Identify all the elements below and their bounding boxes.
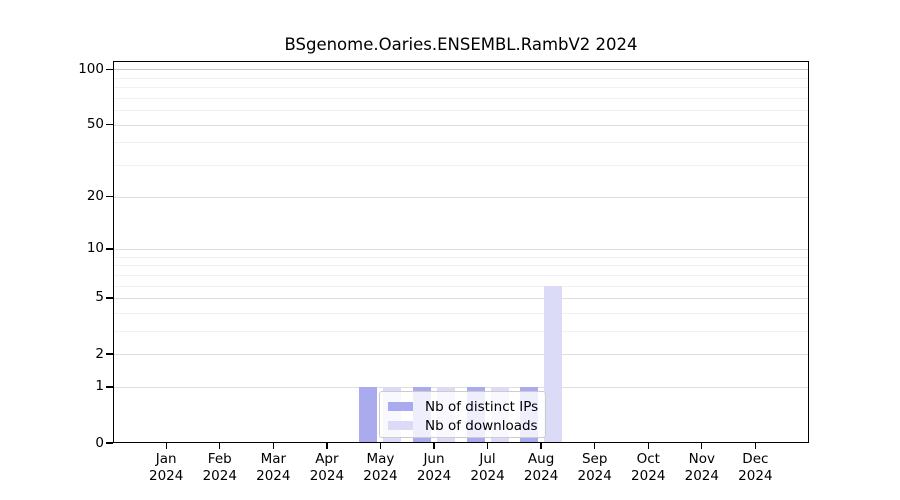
y-tick-label: 50 (86, 116, 104, 133)
legend-label-distinct-ips: Nb of distinct IPs (425, 398, 539, 415)
x-tick-label: Oct 2024 (631, 451, 666, 484)
gridline-minor (113, 312, 809, 314)
x-tick (647, 443, 649, 449)
y-tick (106, 195, 113, 198)
x-tick-label: Jun 2024 (416, 451, 452, 484)
y-tick-label: 2 (95, 345, 104, 362)
x-tick-label: Jan 2024 (149, 451, 184, 484)
x-tick (165, 443, 167, 449)
x-tick-label: Feb 2024 (202, 451, 237, 484)
gridline-major (113, 124, 809, 126)
y-tick-label: 1 (95, 378, 104, 395)
x-tick-label: Jul 2024 (470, 451, 505, 484)
x-tick-label: Dec 2024 (738, 451, 773, 484)
gridline-minor (113, 110, 809, 112)
y-tick (106, 248, 113, 250)
plot-area: Nb of distinct IPs Nb of downloads (113, 61, 809, 443)
gridline-minor (113, 274, 809, 276)
y-tick-label: 5 (95, 289, 104, 306)
x-tick-label: Nov 2024 (684, 451, 719, 484)
gridline-major (113, 386, 809, 388)
gridline-minor (113, 285, 809, 287)
x-tick (379, 443, 382, 449)
x-tick (433, 443, 435, 449)
x-tick (272, 443, 274, 449)
x-tick (326, 443, 328, 449)
gridline-minor (113, 77, 809, 79)
y-tick (106, 353, 113, 355)
x-tick-label: Apr 2024 (309, 451, 345, 484)
y-tick-label: 20 (86, 188, 104, 205)
chart-title: BSgenome.Oaries.ENSEMBL.RambV2 2024 (284, 35, 638, 54)
y-tick (106, 386, 113, 388)
gridline-minor (113, 87, 809, 89)
gridline-minor (113, 98, 809, 100)
x-tick-label: Mar 2024 (256, 451, 291, 484)
gridline-major (113, 69, 809, 71)
gridline-minor (113, 265, 809, 267)
y-tick (106, 124, 113, 126)
y-tick-label: 10 (86, 240, 104, 257)
legend-item-distinct-ips: Nb of distinct IPs (388, 397, 539, 416)
y-tick (106, 68, 113, 71)
x-tick (486, 443, 489, 449)
legend-swatch-distinct-ips (388, 402, 413, 411)
x-tick-label: Aug 2024 (523, 451, 559, 484)
legend-item-downloads: Nb of downloads (388, 416, 538, 435)
gridline-major (113, 354, 809, 356)
gridline-minor (113, 165, 809, 167)
x-tick (540, 443, 542, 449)
x-tick (219, 443, 221, 449)
x-tick-label: Sep 2024 (577, 451, 612, 484)
y-tick (106, 297, 113, 299)
x-tick (593, 443, 596, 449)
legend: Nb of distinct IPs Nb of downloads (379, 391, 546, 438)
y-tick (106, 442, 113, 444)
gridline-major (113, 196, 809, 198)
legend-label-downloads: Nb of downloads (425, 417, 538, 434)
legend-swatch-downloads (388, 421, 413, 430)
bar-distinct-ips (359, 386, 378, 443)
x-tick-label: May 2024 (363, 451, 398, 484)
y-tick-label: 0 (95, 434, 104, 451)
gridline-major (113, 297, 809, 299)
bar-downloads (544, 285, 563, 443)
x-tick (701, 443, 703, 449)
y-tick-label: 100 (78, 60, 104, 77)
gridline-major (113, 248, 809, 250)
gridline-minor (113, 256, 809, 258)
gridline-minor (113, 142, 809, 144)
x-tick (754, 443, 757, 449)
gridline-minor (113, 330, 809, 332)
